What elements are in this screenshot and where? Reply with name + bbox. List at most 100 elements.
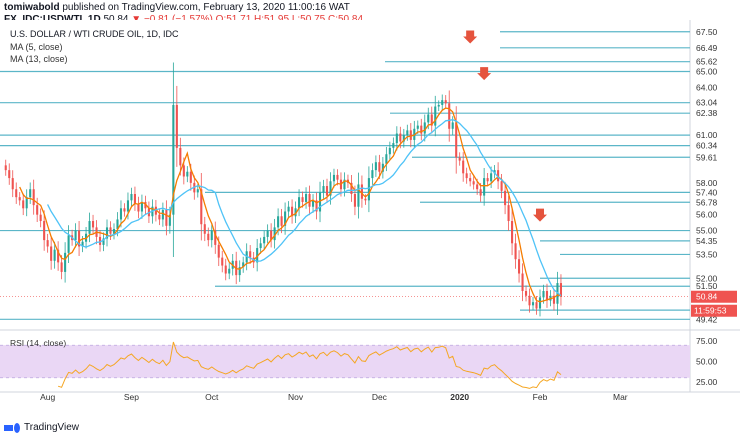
candle xyxy=(294,208,297,217)
candle xyxy=(504,190,507,206)
time-axis-label: Feb xyxy=(533,392,548,402)
candle xyxy=(420,125,423,134)
candle xyxy=(109,227,112,234)
time-axis-label: Aug xyxy=(40,392,55,402)
candle xyxy=(392,143,395,148)
candle xyxy=(444,100,447,104)
candle xyxy=(182,165,185,177)
candle xyxy=(476,184,479,190)
ohlc-values: O:51.71 H:51.95 L:50.75 C:50.84 xyxy=(215,14,364,25)
time-axis-label: Sep xyxy=(124,392,139,402)
price-tick-label: 49.42 xyxy=(696,314,718,324)
price-tick-label: 64.00 xyxy=(696,82,718,92)
candle xyxy=(43,221,46,241)
price-tick-label: 59.61 xyxy=(696,152,718,162)
candle xyxy=(217,244,220,258)
countdown-badge xyxy=(691,304,737,317)
candle xyxy=(416,125,419,129)
price-tick-label: 57.40 xyxy=(696,187,718,197)
candle xyxy=(559,283,563,297)
candle xyxy=(179,147,182,166)
price-tick-label: 55.00 xyxy=(696,226,718,236)
candle xyxy=(284,211,287,226)
candle xyxy=(280,216,283,226)
candle xyxy=(545,291,549,301)
candle xyxy=(378,162,381,172)
candle xyxy=(500,181,503,191)
candle xyxy=(60,262,63,272)
candle xyxy=(311,200,315,207)
price-tick-label: 56.00 xyxy=(696,210,718,220)
candle xyxy=(207,233,210,241)
candle xyxy=(25,197,28,209)
brand-name: TradingView xyxy=(24,422,80,433)
candle xyxy=(126,200,130,212)
candle xyxy=(298,197,301,209)
candle xyxy=(287,206,290,212)
candle xyxy=(437,104,440,107)
candle xyxy=(123,208,126,212)
candle xyxy=(105,227,109,239)
time-axis-label: 2020 xyxy=(450,392,469,402)
candle xyxy=(140,201,143,212)
candle xyxy=(451,122,454,129)
candle xyxy=(189,171,192,183)
candle xyxy=(423,122,426,134)
candle xyxy=(256,248,259,263)
candle xyxy=(249,251,252,258)
candle xyxy=(46,240,49,247)
chart-header: tomiwabold published on TradingView.com,… xyxy=(0,0,740,25)
candle xyxy=(154,206,157,215)
candle xyxy=(186,171,189,177)
indicator-legend: MA (5, close) xyxy=(10,42,63,52)
candle xyxy=(353,193,356,207)
time-axis-label: Dec xyxy=(372,392,388,402)
candle xyxy=(483,178,486,196)
candle xyxy=(266,230,269,237)
candle xyxy=(343,179,346,190)
price-tick-label: 56.78 xyxy=(696,197,718,207)
candle xyxy=(441,100,444,105)
candle xyxy=(542,291,545,298)
candle xyxy=(479,189,482,196)
candle xyxy=(11,178,14,190)
chart-title: U.S. DOLLAR / WTI CRUDE OIL, 1D, IDC xyxy=(10,29,179,39)
candle xyxy=(67,235,70,253)
candle xyxy=(210,230,213,241)
indicator-legend: MA (13, close) xyxy=(10,54,68,64)
candle xyxy=(336,174,339,180)
candle xyxy=(116,219,119,229)
price-tick-label: 65.00 xyxy=(696,67,718,77)
candle xyxy=(57,249,60,263)
price-tick-label: 52.00 xyxy=(696,273,718,283)
candle xyxy=(144,201,147,209)
candle xyxy=(32,189,35,206)
symbol-line: FX_IDC:USDWTI, 1D 50.84 ▼ −0.81 (−1.57%)… xyxy=(4,13,363,27)
candle xyxy=(270,230,273,241)
candle xyxy=(78,230,81,247)
price-tick-label: 60.34 xyxy=(696,141,718,151)
candle xyxy=(350,182,353,194)
candle xyxy=(102,238,105,245)
candle xyxy=(15,189,18,198)
candle xyxy=(8,170,11,179)
candle xyxy=(552,295,556,304)
candle xyxy=(399,133,402,142)
candle xyxy=(64,252,67,272)
candle xyxy=(291,206,294,217)
candle xyxy=(39,214,42,222)
price-tick-label: 54.35 xyxy=(696,236,718,246)
symbol[interactable]: FX_IDC:USDWTI, 1D xyxy=(4,14,101,25)
candle xyxy=(315,200,318,212)
candle xyxy=(196,189,199,193)
candle xyxy=(469,178,472,182)
price-chart[interactable]: U.S. DOLLAR / WTI CRUDE OIL, 1D, IDC MA (… xyxy=(0,20,740,417)
candle xyxy=(325,186,329,196)
candle xyxy=(322,186,325,193)
candle xyxy=(88,221,91,234)
candle xyxy=(434,106,437,126)
publisher-name[interactable]: tomiwabold xyxy=(4,2,60,13)
candle xyxy=(458,157,461,161)
time-axis-label: Nov xyxy=(288,392,304,402)
candle xyxy=(493,170,496,174)
